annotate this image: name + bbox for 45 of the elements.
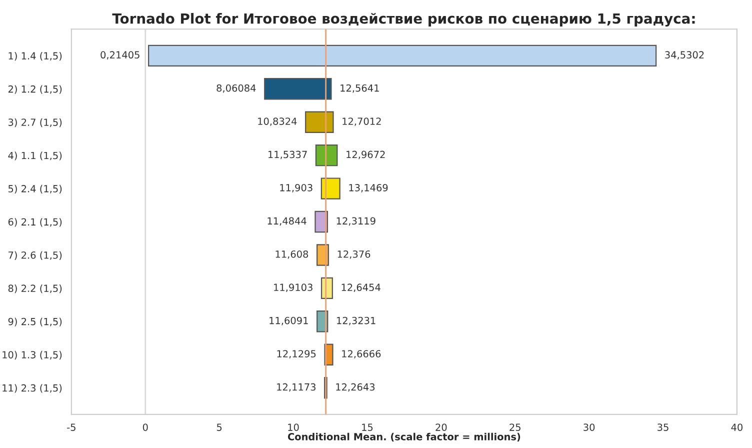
y-tick-label: 8) 2.2 (1,5): [8, 284, 62, 294]
annotation: 34,5302: [665, 51, 704, 60]
x-tick-label: 25: [510, 424, 520, 431]
y-tick-label: 10) 1.3 (1,5): [2, 350, 62, 360]
y-tick-label: 3) 2.7 (1,5): [8, 118, 62, 128]
annotation: 12,2643: [336, 383, 375, 392]
y-tick-label: 6) 2.1 (1,5): [8, 218, 62, 227]
annotation: 8,06084: [216, 84, 256, 93]
y-tick-label: 11) 2.3 (1,5): [2, 384, 62, 393]
annotation: 12,7012: [342, 118, 381, 126]
annotation: 11,903: [280, 184, 312, 192]
y-tick-label: 7) 2.6 (1,5): [8, 251, 62, 260]
y-tick-label: 4) 1.1 (1,5): [8, 152, 62, 160]
x-tick-label: 15: [362, 424, 373, 431]
x-tick-label: 0: [142, 424, 148, 431]
annotation: 11,6091: [270, 316, 308, 326]
x-tick-label: 10: [288, 424, 299, 431]
y-tick-label: 9) 2.5 (1,5): [8, 318, 62, 326]
annotation: 12,3119: [336, 217, 376, 226]
x-tick-label: 40: [731, 424, 742, 431]
annotation: 12,5641: [340, 84, 379, 93]
annotation: 10,8324: [258, 118, 297, 126]
annotation: 12,9672: [346, 150, 385, 160]
y-tick-label: 1) 1.4 (1,5): [8, 52, 62, 61]
y-tick-label: 5) 2.4 (1,5): [8, 184, 62, 194]
x-axis-title: Conditional Mean. (scale factor = millions): [288, 432, 520, 442]
annotation: 12,6454: [342, 284, 380, 292]
annotation: 11,9103: [274, 284, 312, 292]
annotation: 0,21405: [100, 51, 140, 60]
annotation: 12,376: [338, 250, 370, 259]
annotation: 13,1469: [349, 184, 388, 192]
chart-title: Tornado Plot for Итоговое воздействие рисков по сценарию 1,5 градуса:: [112, 12, 695, 27]
annotation: 12,1173: [277, 383, 316, 392]
x-tick-label: 20: [436, 424, 447, 431]
annotation: 11,608: [276, 250, 308, 259]
x-tick-label: 30: [584, 424, 595, 431]
x-tick-label: 5: [216, 424, 222, 431]
annotation: 12,6666: [342, 350, 381, 358]
x-tick-label: 35: [658, 424, 668, 431]
annotation: 12,3231: [337, 316, 376, 326]
y-tick-label: 2) 1.2 (1,5): [8, 85, 62, 94]
annotation: 11,5337: [268, 150, 307, 160]
annotation: 11,4844: [268, 217, 306, 226]
x-tick-label: -5: [67, 424, 76, 431]
annotation: 12,1295: [277, 350, 316, 358]
